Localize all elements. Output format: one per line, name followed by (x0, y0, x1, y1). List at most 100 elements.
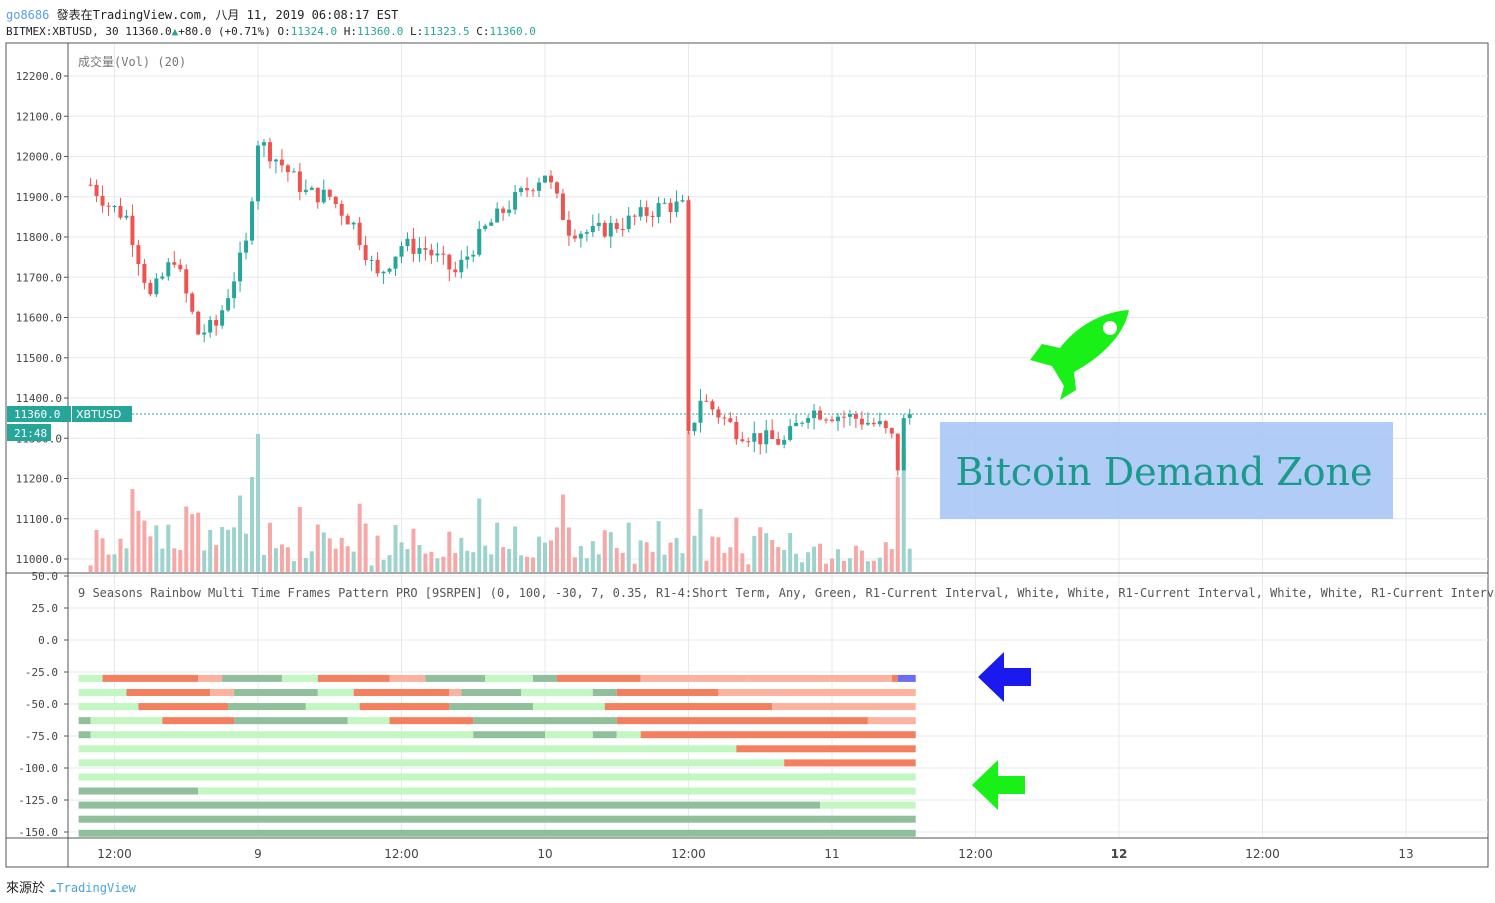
candle-body (315, 187, 320, 203)
candle-body (566, 219, 571, 236)
candle-body (88, 184, 93, 186)
candle-body (100, 196, 105, 206)
candle-body (489, 222, 494, 226)
candle-body (788, 426, 793, 440)
volume-bar (471, 552, 476, 572)
volume-bar (513, 526, 518, 572)
volume-bar (865, 561, 870, 572)
volume-bar (626, 522, 631, 572)
volume-bar (710, 536, 715, 572)
candle-body (907, 414, 912, 419)
y-tick-label: -75.0 (25, 730, 58, 743)
volume-bar (806, 552, 811, 572)
ribbon-segment (126, 688, 211, 696)
volume-bar (788, 533, 793, 572)
candle-body (345, 215, 350, 225)
volume-bar (483, 545, 488, 572)
candle-body (435, 253, 440, 256)
candle-body (513, 192, 518, 210)
volume-bar (315, 524, 320, 572)
volume-bar (614, 548, 619, 572)
ribbon-segment (521, 688, 593, 696)
y-tick-label: -150.0 (18, 826, 58, 839)
arrow-left-green-icon (972, 760, 1025, 810)
volume-bar (895, 476, 900, 572)
tradingview-logo-icon[interactable]: ☁ (49, 881, 57, 895)
candle-body (381, 271, 386, 274)
x-tick-label: 12:00 (958, 847, 993, 861)
symbol-info-bar: BITMEX:XBTUSD, 30 11360.0▲+80.0 (+0.71%)… (6, 25, 536, 38)
volume-bar (130, 489, 135, 572)
volume-bar (812, 546, 817, 572)
x-tick-label: 12:00 (384, 847, 419, 861)
candle-body (602, 222, 607, 237)
y-tick-label: 11600.0 (16, 312, 62, 325)
low-label: L: (410, 25, 424, 38)
volume-bar (477, 498, 482, 572)
volume-bar (770, 539, 775, 572)
volume-bar (686, 432, 691, 572)
candle-body (172, 262, 177, 265)
candle-body (166, 262, 171, 277)
up-triangle-icon: ▲ (171, 25, 179, 38)
ribbon-segment (317, 674, 390, 682)
volume-bar (560, 494, 565, 572)
candle-body (214, 319, 219, 326)
volume-bar (345, 546, 350, 572)
volume-bar (196, 512, 201, 572)
candle-body (238, 252, 243, 282)
candle-body (548, 175, 553, 183)
volume-bar (644, 542, 649, 572)
volume-bar (519, 555, 524, 572)
volume-bar (273, 548, 278, 572)
low-value: 11323.5 (423, 25, 470, 38)
candle-body (112, 205, 117, 207)
candle-body (202, 332, 207, 335)
candle-body (746, 441, 751, 443)
ribbon-segment (640, 674, 749, 682)
candle-body (429, 249, 434, 256)
price-axis-ticks: 12200.0 12100.0 12000.0 11900.0 11800.0 11700… (16, 70, 68, 566)
y-tick-label: 12100.0 (16, 110, 62, 123)
x-tick-label: 12:00 (1245, 847, 1280, 861)
tradingview-link[interactable]: TradingView (56, 881, 136, 895)
username-link[interactable]: go8686 (6, 8, 50, 22)
ribbon-segment (736, 745, 916, 753)
volume-bar (261, 555, 266, 572)
volume-bar (590, 541, 595, 572)
volume-bar (489, 554, 494, 572)
ribbon-segment (473, 731, 545, 739)
candle-body (279, 159, 284, 166)
candle-body (901, 418, 906, 471)
volume-bar (507, 548, 512, 572)
volume-bar (824, 563, 829, 572)
candle-body (244, 240, 249, 253)
candle-body (662, 202, 667, 204)
ribbon-segment (473, 717, 617, 725)
y-tick-label: 12000.0 (16, 151, 62, 164)
candle-body (853, 414, 858, 419)
volume-bar (226, 529, 231, 572)
y-tick-label: 11800.0 (16, 231, 62, 244)
volume-bar (112, 554, 117, 572)
candle-body (399, 246, 404, 257)
volume-bar (154, 525, 159, 572)
volume-bar (566, 527, 571, 572)
volume-bar (608, 532, 613, 572)
volume-bar (184, 506, 189, 572)
x-tick-label: 13 (1398, 847, 1413, 861)
volume-bar (351, 551, 356, 572)
candle-body (800, 422, 805, 424)
price-tag (7, 406, 71, 422)
volume-bar (728, 547, 733, 572)
ribbon-segment (592, 688, 617, 696)
candle-body (405, 238, 410, 247)
price-tag-text: 11360.0 (14, 408, 60, 421)
volume-bar (267, 522, 272, 572)
candle-body (459, 259, 464, 273)
candle-body (680, 200, 685, 202)
volume-bar (782, 549, 787, 572)
volume-bar (668, 542, 673, 572)
x-tick-label: 11 (824, 847, 839, 861)
